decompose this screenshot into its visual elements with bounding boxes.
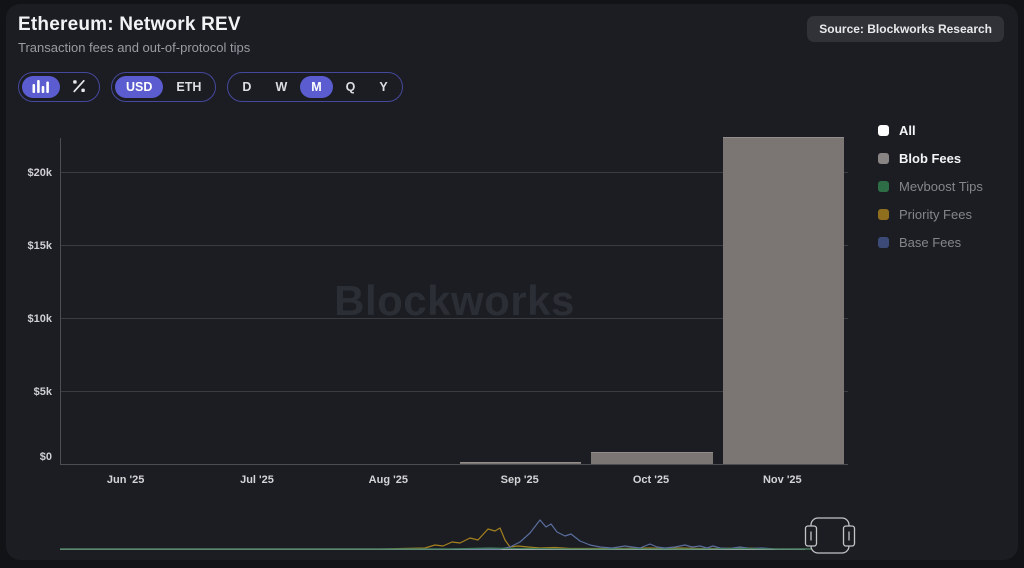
interval-d-button[interactable]: D [231, 76, 262, 98]
x-tick-label: Oct '25 [632, 474, 670, 486]
currency-eth-button[interactable]: ETH [165, 76, 212, 98]
legend: All Blob Fees Mevboost Tips Priority Fees Ba… [878, 124, 983, 264]
bar-chart-icon [32, 79, 50, 96]
chart-card: Ethereum: Network REV Transaction fees a… [6, 4, 1018, 560]
legend-swatch [878, 209, 889, 220]
page-title: Ethereum: Network REV [18, 14, 241, 35]
bar-oct-25[interactable] [591, 452, 713, 464]
legend-swatch [878, 153, 889, 164]
legend-label: All [899, 123, 916, 138]
y-tick-label: $20k [27, 167, 52, 180]
plot-area: Blockworks [60, 137, 848, 465]
legend-swatch [878, 181, 889, 192]
y-tick-label: $10k [27, 313, 52, 326]
legend-item-base-fees[interactable]: Base Fees [878, 236, 983, 249]
navigator [60, 517, 856, 554]
interval-y-button[interactable]: Y [368, 76, 398, 98]
toolbar: USD ETH D W M Q Y [18, 72, 403, 102]
legend-swatch [878, 237, 889, 248]
bar-chart-view-button[interactable] [22, 76, 60, 98]
legend-item-all[interactable]: All [878, 124, 983, 137]
x-tick-label: Jun '25 [106, 474, 145, 486]
navigator-series-priority-fees [60, 527, 812, 550]
gridline [61, 391, 848, 392]
navigator-series-mevboost-tips [60, 547, 811, 550]
chart-subtitle: Transaction fees and out-of-protocol tip… [18, 40, 251, 55]
currency-toggle: USD ETH [111, 72, 217, 102]
percent-view-button[interactable] [62, 76, 96, 98]
watermark: Blockworks [334, 277, 575, 324]
x-tick-label: Nov '25 [762, 474, 802, 486]
legend-item-mevboost-tips[interactable]: Mevboost Tips [878, 180, 983, 193]
legend-label: Blob Fees [899, 151, 962, 166]
navigator-series-base-fees [60, 519, 811, 550]
gridline [61, 172, 848, 174]
legend-label: Mevboost Tips [899, 179, 983, 194]
legend-swatch [878, 125, 889, 136]
currency-usd-button[interactable]: USD [115, 76, 164, 98]
chart-type-toggle [18, 72, 100, 102]
main-chart: $0 $5k $10k $15k $20k Blockworks [6, 137, 848, 465]
bar-nov-25[interactable] [722, 137, 844, 464]
interval-w-button[interactable]: W [264, 76, 298, 98]
x-axis-labels: Jun '25 Jul '25 Aug '25 Sep '25 Oct '25 Nov '… [6, 474, 848, 490]
x-tick-label: Sep '25 [500, 474, 539, 486]
legend-item-blob-fees[interactable]: Blob Fees [878, 152, 983, 165]
source-badge: Source: Blockworks Research [807, 16, 1004, 42]
interval-m-button[interactable]: M [300, 76, 333, 98]
x-tick-label: Aug '25 [368, 474, 408, 486]
interval-toggle: D W M Q Y [227, 72, 403, 102]
legend-label: Base Fees [899, 235, 962, 250]
y-tick-label: $15k [27, 240, 52, 253]
interval-q-button[interactable]: Q [335, 76, 367, 98]
y-tick-label: $0 [39, 451, 52, 463]
gridline [61, 318, 848, 320]
legend-label: Priority Fees [899, 207, 972, 222]
legend-item-priority-fees[interactable]: Priority Fees [878, 208, 983, 221]
bar-sep-25[interactable] [460, 462, 582, 464]
gridline [61, 245, 848, 247]
y-tick-label: $5k [33, 386, 52, 398]
percent-icon [72, 79, 86, 96]
x-tick-label: Jul '25 [240, 474, 274, 486]
